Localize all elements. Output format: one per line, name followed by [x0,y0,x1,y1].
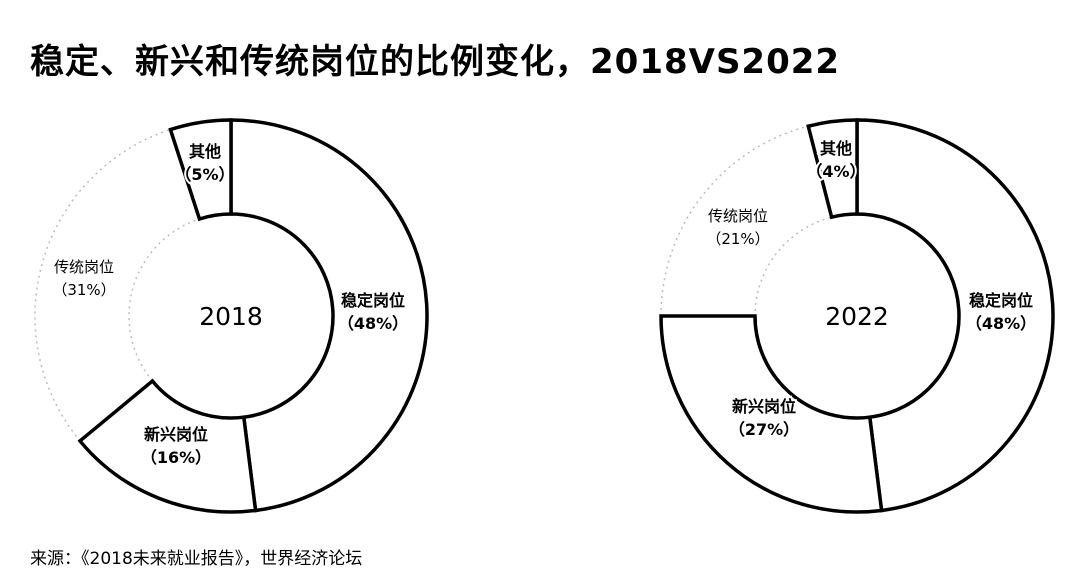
value-label: （48%） [338,314,408,333]
center-label-2022: 2022 [825,302,889,331]
center-label-2018: 2018 [199,302,263,331]
category-label: 稳定岗位 [969,291,1033,310]
label-2022-segment-2: 传统岗位 （21%） [706,207,769,248]
source-note: 来源：《2018未来就业报告》，世界经济论坛 [30,549,363,569]
donut-chart-2018: 2018 稳定岗位 （48%） 新兴岗位 （16%） 传统岗位 （31%） 其他 （5%） [34,118,429,514]
label-2022-segment-1: 新兴岗位 （27%） [727,395,801,441]
label-2018-segment-3: 其他 （5%） [173,140,236,186]
label-2018-segment-0: 稳定岗位 （48%） [336,289,410,335]
donut-2022-segment-0 [855,118,1055,513]
donut-2018-segment-1 [77,378,258,514]
donut-2018-segment-2 [34,128,201,442]
donut-chart-2022: 2022 稳定岗位 （48%） 新兴岗位 （27%） 传统岗位 （21%） 其他 （4%） [659,118,1055,514]
category-label: 新兴岗位 [732,397,796,416]
label-2018-segment-2: 传统岗位 （31%） [52,258,115,299]
donut-2022-segment-1 [659,314,884,514]
label-2022-segment-3: 其他 （4%） [804,137,867,183]
value-label: （4%） [806,162,865,181]
value-label: （5%） [175,165,234,184]
chart-title: 稳定、新兴和传统岗位的比例变化，2018VS2022 [30,42,841,82]
value-label: （21%） [706,230,769,248]
value-label: （27%） [729,420,799,439]
category-label: 稳定岗位 [341,291,405,310]
label-2022-segment-0: 稳定岗位 （48%） [964,289,1038,335]
category-label: 传统岗位 [54,258,114,276]
value-label: （31%） [52,281,115,299]
donut-2018-segment-0 [229,118,429,513]
value-label: （48%） [966,314,1036,333]
donut-2022-segment-2 [660,125,833,317]
category-label: 传统岗位 [708,207,768,225]
category-label: 其他 [820,139,852,158]
category-label: 新兴岗位 [144,425,208,444]
label-2018-segment-1: 新兴岗位 （16%） [139,423,213,469]
donut-2018-segment-3 [168,118,233,222]
donut-2022-segment-3 [806,118,859,220]
category-label: 其他 [189,142,221,161]
value-label: （16%） [141,448,211,467]
